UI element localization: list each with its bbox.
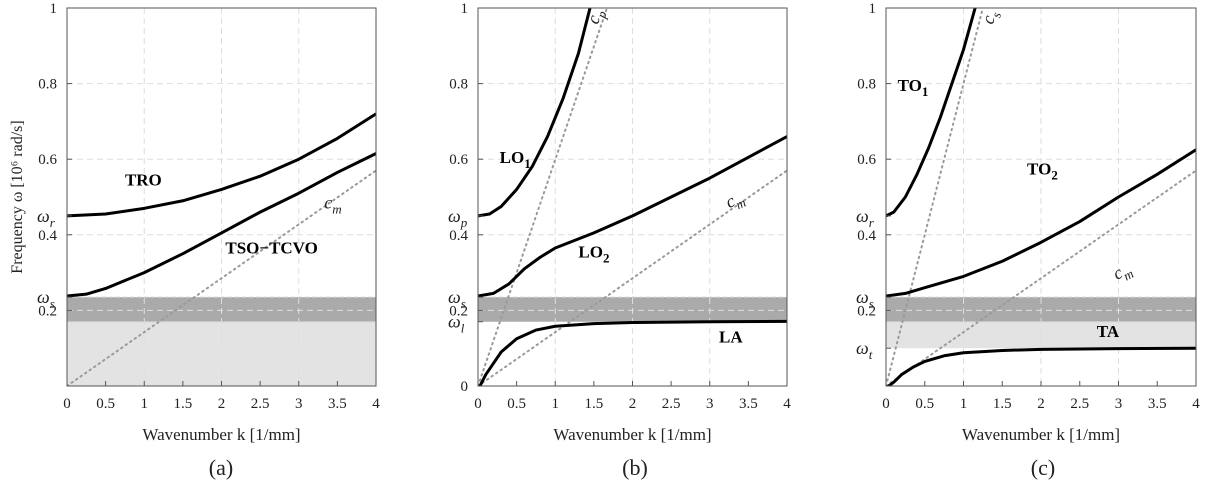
dotted-line-cp [478, 8, 609, 386]
x-tick-label: 0.5 [507, 396, 526, 412]
x-tick-label: 2 [218, 396, 226, 412]
x-axis-title: Wavenumber k [1/mm] [962, 425, 1120, 444]
curve-label-to1: TO1 [898, 76, 929, 99]
x-tick-label: 0 [882, 396, 890, 412]
panel-caption: (b) [622, 455, 648, 480]
ref-label-omega-s: ωs [856, 287, 874, 311]
curve-label-to2: TO2 [1027, 159, 1058, 182]
curve-label-cs: cs [977, 8, 1004, 27]
plot-area [478, 8, 787, 386]
x-tick-label: 3 [706, 396, 714, 412]
x-tick-label: 1.5 [993, 396, 1012, 412]
curve-label-tso-tcvo: TSO−TCVO [225, 239, 317, 258]
ref-label-omega-r: ωr [37, 206, 56, 230]
curve-label-lo1: LO1 [500, 148, 531, 171]
curve-ta [886, 346, 1196, 386]
dotted-line-cs [886, 8, 984, 386]
x-tick-label: 1 [552, 396, 560, 412]
y-tick-label: 1 [869, 1, 877, 17]
x-tick-label: 0 [474, 396, 482, 412]
y-tick-label: 0.6 [449, 152, 468, 168]
x-axis-title: Wavenumber k [1/mm] [142, 425, 300, 444]
y-tick-label: 0.4 [449, 228, 468, 244]
curve-label-ta: TA [1097, 322, 1120, 341]
x-tick-label: 4 [783, 396, 791, 412]
x-tick-label: 1.5 [585, 396, 604, 412]
dotted-line-cm [886, 169, 1196, 386]
dotted-line-cm [67, 169, 376, 386]
y-tick-label: 0.2 [38, 303, 57, 319]
x-tick-label: 1 [960, 396, 968, 412]
x-tick-label: 3.5 [1148, 396, 1167, 412]
curve-to2 [886, 148, 1196, 298]
y-tick-label: 0.2 [449, 303, 468, 319]
ref-label-omega-l: ωl [448, 312, 465, 336]
x-tick-label: 2 [1037, 396, 1045, 412]
y-tick-label: 0.6 [38, 152, 57, 168]
ref-label-omega-s: ωs [448, 287, 466, 311]
panel-caption: (c) [1031, 455, 1055, 480]
curve-to1 [886, 8, 977, 218]
y-tick-label: 0.8 [449, 77, 468, 93]
x-tick-label: 2 [629, 396, 637, 412]
x-tick-label: 0 [63, 396, 71, 412]
dotted-line-cm [478, 169, 787, 386]
y-tick-label: 1 [461, 1, 469, 17]
curve-la [478, 319, 787, 386]
x-tick-label: 2.5 [662, 396, 681, 412]
x-tick-label: 0.5 [915, 396, 934, 412]
curve-label-la: LA [719, 328, 743, 347]
curve-label-cm: cm [1109, 258, 1136, 287]
panel-a: 0 0.5 1 1.5 2 2.5 3 3.5 4 0.2 0.4 0.6 0.8 1 ωr ωs TRO TSO… [9, 1, 380, 480]
curve-label-cm: cm [722, 186, 748, 215]
x-tick-label: 3.5 [739, 396, 758, 412]
panel-caption: (a) [209, 455, 233, 480]
x-tick-label: 3 [1115, 396, 1123, 412]
x-tick-label: 3 [295, 396, 303, 412]
y-axis-title: Frequency ω [10⁶ rad/s] [9, 120, 26, 273]
x-tick-label: 4 [1192, 396, 1200, 412]
plot-area [886, 8, 1196, 386]
curve-label-cm: cm [324, 192, 341, 216]
ref-label-omega-p: ωp [448, 206, 468, 230]
x-tick-label: 1 [141, 396, 149, 412]
y-tick-label: 0.8 [857, 77, 876, 93]
y-tick-label: 0.8 [38, 77, 57, 93]
x-tick-label: 2.5 [251, 396, 270, 412]
ref-label-omega-s: ωs [37, 287, 55, 311]
plot-area [67, 8, 376, 386]
x-tick-label: 3.5 [328, 396, 347, 412]
x-axis-title: Wavenumber k [1/mm] [553, 425, 711, 444]
shaded-band [886, 321, 1196, 349]
curve-lo2 [478, 135, 787, 298]
y-tick-label: 1 [50, 1, 58, 17]
curve-label-lo2: LO2 [578, 242, 609, 265]
panel-c: 0 0.5 1 1.5 2 2.5 3 3.5 4 0.2 0.4 0.6 0.8 1 ωr ωs ωt TO1 T… [856, 1, 1200, 480]
curve-lo1 [478, 8, 592, 218]
ref-label-omega-r: ωr [856, 206, 875, 230]
ref-label-omega-t: ωt [856, 338, 873, 362]
x-tick-label: 1.5 [174, 396, 193, 412]
y-tick-label: 0.4 [38, 228, 57, 244]
y-tick-label: 0.2 [857, 303, 876, 319]
x-tick-label: 0.5 [96, 396, 115, 412]
curve-tso-tcvo [67, 152, 376, 298]
curve-label-tro: TRO [125, 171, 162, 190]
y-tick-label: 0.6 [857, 152, 876, 168]
y-tick-label: 0.4 [857, 228, 876, 244]
curve-tro [67, 112, 376, 218]
x-tick-label: 4 [372, 396, 380, 412]
x-tick-label: 2.5 [1070, 396, 1089, 412]
y-tick-label: 0 [461, 379, 469, 395]
